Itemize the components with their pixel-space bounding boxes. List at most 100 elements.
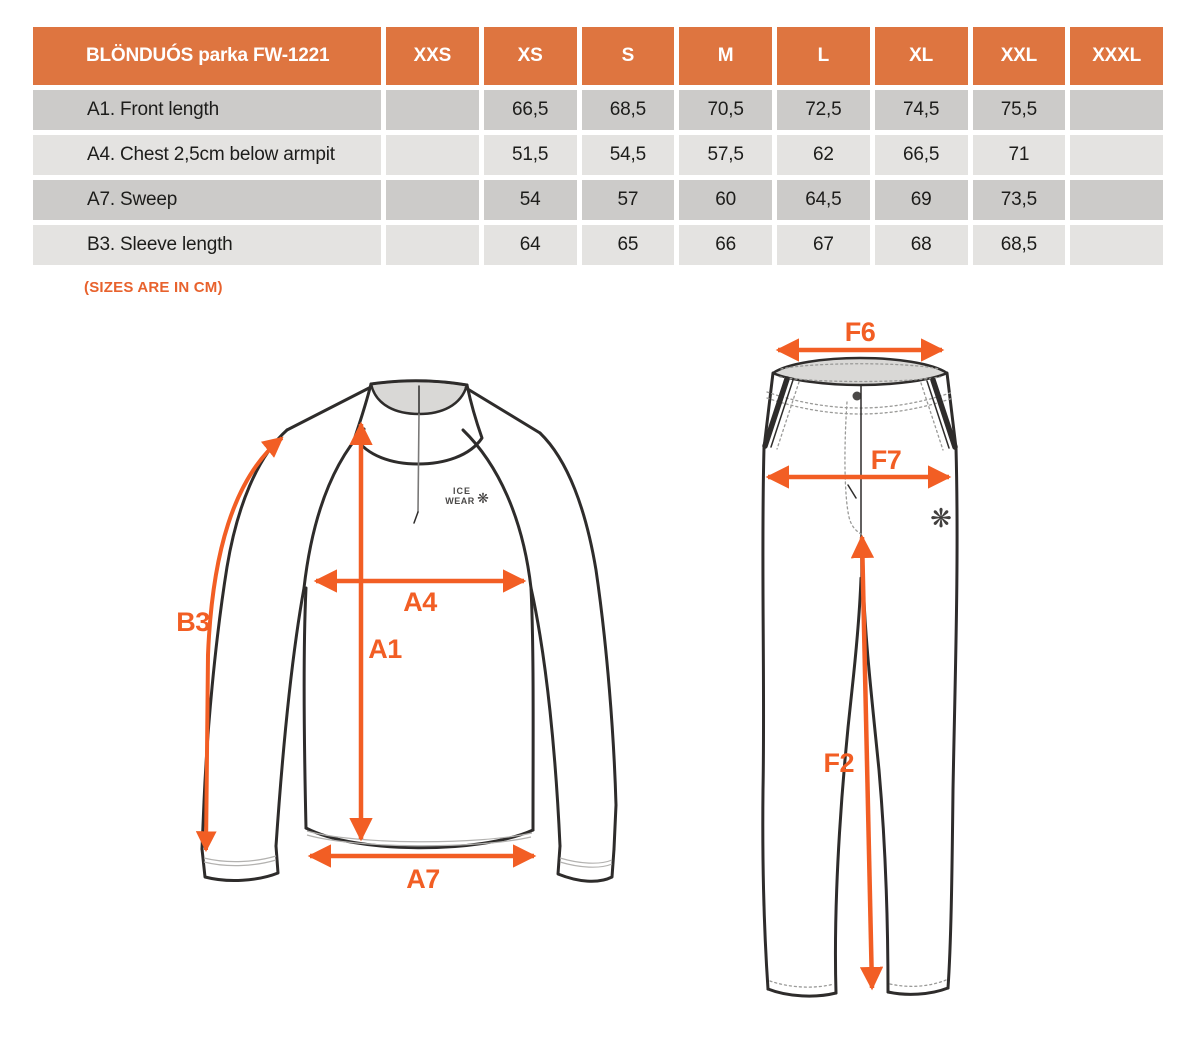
brand-logo-ice: ICE (453, 486, 471, 496)
brand-snowflake-icon: ❋ (930, 504, 952, 534)
jacket-sleeve-right-inner (529, 586, 562, 848)
pants-leg-right-outer (946, 446, 959, 990)
pants-fly-stitch (844, 401, 862, 535)
size-col-xs: XS (483, 27, 577, 85)
pants-leg-left-inner (833, 576, 863, 995)
size-cell: 65 (581, 225, 675, 265)
size-cell: 54 (483, 180, 577, 220)
dim-arrow-f2 (850, 534, 884, 991)
size-cell: 57 (581, 180, 675, 220)
dim-label-f7: F7 (871, 445, 902, 475)
size-table-header-row: BLÖNDUÓS parka FW-1221 XXS XS S M L XL X… (33, 27, 1163, 85)
brand-snowflake-icon: ❋ (477, 491, 489, 507)
size-cell: 71 (972, 135, 1066, 175)
row-label: A1. Front length (33, 90, 381, 130)
size-cell: 75,5 (972, 90, 1066, 130)
pants-button (852, 391, 862, 401)
dim-label-b3: B3 (176, 607, 210, 637)
size-cell: 68,5 (581, 90, 675, 130)
table-row-sleeve-length: B3. Sleeve length 64 65 66 67 68 68,5 (33, 225, 1163, 265)
pants-leg-right-hem (886, 986, 950, 996)
dim-arrow-b3 (195, 436, 284, 853)
pants-pocket-right-edge (926, 380, 950, 449)
jacket-zipper-pull (413, 511, 419, 524)
size-cell (386, 90, 479, 130)
dim-label-a4: A4 (403, 587, 437, 617)
dim-label-a7: A7 (406, 864, 440, 894)
size-cell: 67 (777, 225, 870, 265)
jacket-body-left-edge (302, 586, 308, 830)
dim-label-f6: F6 (845, 317, 876, 347)
pants-leg-left-hem (766, 987, 838, 998)
jacket-hem-stitch (306, 830, 533, 847)
pants-pocket-left (762, 376, 790, 449)
product-title: BLÖNDUÓS parka FW-1221 (33, 27, 381, 85)
units-note: (SIZES ARE IN CM) (84, 279, 223, 296)
pants-pocket-right (930, 377, 958, 450)
dim-label-a1: A1 (368, 634, 402, 664)
row-label: A7. Sweep (33, 180, 381, 220)
jacket-sleeve-left-inner (274, 586, 306, 848)
row-label: A4. Chest 2,5cm below armpit (33, 135, 381, 175)
table-row-sweep: A7. Sweep 54 57 60 64,5 69 73,5 (33, 180, 1163, 220)
size-col-xxxl: XXXL (1070, 27, 1163, 85)
size-table: BLÖNDUÓS parka FW-1221 XXS XS S M L XL X… (28, 22, 1168, 270)
table-row-front-length: A1. Front length 66,5 68,5 70,5 72,5 74,… (33, 90, 1163, 130)
jacket-raglan-left (302, 427, 366, 590)
size-cell (1070, 225, 1163, 265)
size-cell (1070, 180, 1163, 220)
pants-zip-pull (847, 484, 857, 499)
pants-pocket-right-stitch (920, 382, 944, 451)
jacket-sleeve-left-outer (200, 428, 289, 851)
row-label: B3. Sleeve length (33, 225, 381, 265)
pants-hem-right-stitch (889, 979, 947, 987)
table-row-chest: A4. Chest 2,5cm below armpit 51,5 54,5 5… (33, 135, 1163, 175)
pants-diagram: ❋ F6 F7 F2 (761, 317, 959, 998)
size-cell (386, 135, 479, 175)
size-cell: 62 (777, 135, 870, 175)
size-cell: 73,5 (972, 180, 1066, 220)
jacket-cuff-right-stitch (559, 857, 613, 868)
size-col-xl: XL (874, 27, 968, 85)
size-cell: 66 (679, 225, 772, 265)
jacket-diagram: ICE WEAR ❋ B3 A4 A1 A7 (176, 379, 618, 894)
jacket-cuff-right (556, 844, 616, 883)
brand-logo-wear: WEAR (445, 496, 475, 506)
size-col-xxs: XXS (386, 27, 479, 85)
pants-waist-stitch-bottom (779, 376, 941, 383)
pants-pocket-left-edge (770, 379, 794, 448)
size-cell: 68,5 (972, 225, 1066, 265)
pants-waist-stitch-top (780, 363, 940, 370)
jacket-shoulder-left (285, 385, 373, 432)
size-col-m: M (679, 27, 772, 85)
size-cell: 64,5 (777, 180, 870, 220)
jacket-cuff-left (200, 844, 280, 882)
jacket-zipper (417, 413, 420, 513)
jacket-shoulder-right (464, 386, 542, 435)
pants-hip-right (945, 371, 958, 450)
jacket-cuff-left-stitch (203, 855, 277, 867)
size-cell: 57,5 (679, 135, 772, 175)
jacket-raglan-right (461, 428, 533, 590)
size-col-xxl: XXL (972, 27, 1066, 85)
size-cell: 66,5 (483, 90, 577, 130)
jacket-body-right-edge (529, 586, 535, 832)
size-cell: 64 (483, 225, 577, 265)
size-cell: 66,5 (874, 135, 968, 175)
pants-waistband-stitch-2 (766, 397, 954, 415)
size-cell (386, 180, 479, 220)
jacket-sleeve-right-outer (538, 431, 618, 851)
size-col-l: L (777, 27, 870, 85)
size-cell: 54,5 (581, 135, 675, 175)
pants-leg-left-outer (761, 446, 770, 991)
size-cell: 68 (874, 225, 968, 265)
jacket-collar-top-edge (369, 379, 469, 387)
pants-pocket-left-stitch (776, 381, 800, 450)
size-col-s: S (581, 27, 675, 85)
size-cell (1070, 90, 1163, 130)
size-cell: 51,5 (483, 135, 577, 175)
size-cell: 74,5 (874, 90, 968, 130)
size-cell: 60 (679, 180, 772, 220)
pants-hip-left (762, 371, 775, 450)
